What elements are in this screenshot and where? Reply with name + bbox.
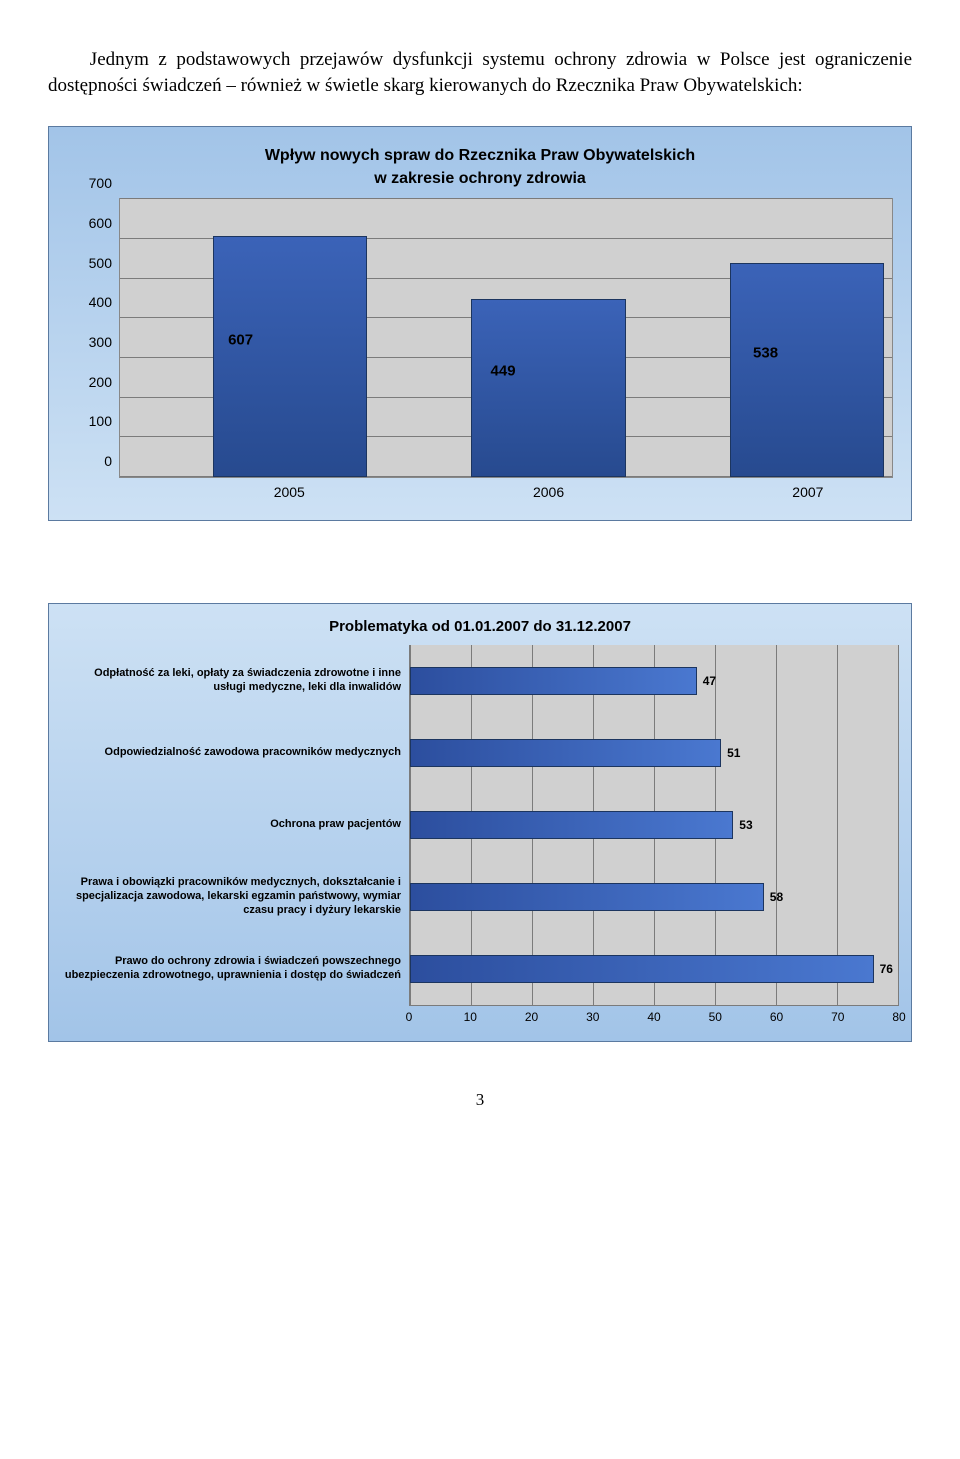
chart1-bar <box>213 236 367 477</box>
intro-paragraph: Jednym z podstawowych przejawów dysfunkc… <box>48 47 912 98</box>
chart1-y-tick: 100 <box>89 413 120 429</box>
page-number: 3 <box>48 1090 912 1110</box>
chart2-row-label: Ochrona praw pacjentów <box>49 789 409 861</box>
chart1-title-line1: Wpływ nowych spraw do Rzecznika Praw Oby… <box>265 147 695 164</box>
chart2-bar <box>410 955 874 983</box>
chart2-title: Problematyka od 01.01.2007 do 31.12.2007 <box>49 604 911 645</box>
chart2-x-tick: 30 <box>586 1010 599 1024</box>
chart2-panel: Problematyka od 01.01.2007 do 31.12.2007… <box>48 603 912 1042</box>
chart1-x-tick: 2005 <box>274 484 305 500</box>
chart2-x-tick: 0 <box>406 1010 413 1024</box>
chart2-x-axis: 01020304050607080 <box>409 1005 899 1029</box>
chart1-bar <box>471 299 625 477</box>
chart1-gridline <box>120 198 892 199</box>
chart1-bar-label: 538 <box>753 345 778 362</box>
chart1-y-tick: 0 <box>104 453 120 469</box>
chart2-x-tick: 60 <box>770 1010 783 1024</box>
chart1-x-tick: 2006 <box>533 484 564 500</box>
chart1-bar-label: 449 <box>491 362 516 379</box>
chart2-bar <box>410 667 697 695</box>
chart2-bar <box>410 883 764 911</box>
chart2-bar-label: 76 <box>880 962 893 976</box>
chart2-bar <box>410 739 721 767</box>
chart1-y-tick: 500 <box>89 255 120 271</box>
chart2-gridline <box>776 645 777 1005</box>
chart1-y-tick: 700 <box>89 175 120 191</box>
chart2-x-tick: 40 <box>647 1010 660 1024</box>
chart2-row-label: Prawo do ochrony zdrowia i świadczeń pow… <box>49 933 409 1005</box>
chart1-y-tick: 200 <box>89 374 120 390</box>
chart2-row-label: Odpłatność za leki, opłaty za świadczeni… <box>49 645 409 717</box>
chart2-row-label: Odpowiedzialność zawodowa pracowników me… <box>49 717 409 789</box>
chart2-bar-label: 47 <box>703 674 716 688</box>
chart1-bar <box>730 263 884 477</box>
chart1-title-line2: w zakresie ochrony zdrowia <box>374 170 586 187</box>
chart2-x-tick: 20 <box>525 1010 538 1024</box>
chart2-x-tick: 80 <box>892 1010 905 1024</box>
chart2-gridline <box>837 645 838 1005</box>
chart1-panel: Wpływ nowych spraw do Rzecznika Praw Oby… <box>48 126 912 521</box>
chart2-bar-label: 53 <box>739 818 752 832</box>
chart2-row-label: Prawa i obowiązki pracowników medycznych… <box>49 861 409 933</box>
chart2-bar-label: 51 <box>727 746 740 760</box>
chart2-x-tick: 70 <box>831 1010 844 1024</box>
chart1-x-tick: 2007 <box>792 484 823 500</box>
chart2-labels-column: Odpłatność za leki, opłaty za świadczeni… <box>49 645 409 1005</box>
chart1-x-axis: 2005 2006 2007 <box>119 478 893 510</box>
chart2-bar-label: 58 <box>770 890 783 904</box>
chart2-x-tick: 50 <box>709 1010 722 1024</box>
chart2-plot: 47 51 53 58 76 <box>409 645 899 1005</box>
chart1-y-tick: 600 <box>89 215 120 231</box>
chart2-bar <box>410 811 733 839</box>
chart1-plot: 0100200300400500600700607449538 <box>119 198 893 478</box>
chart1-y-tick: 300 <box>89 334 120 350</box>
chart2-x-tick: 10 <box>464 1010 477 1024</box>
chart2-gridline <box>898 645 899 1005</box>
chart1-bar-label: 607 <box>228 331 253 348</box>
chart1-y-tick: 400 <box>89 294 120 310</box>
chart1-title: Wpływ nowych spraw do Rzecznika Praw Oby… <box>61 145 899 190</box>
